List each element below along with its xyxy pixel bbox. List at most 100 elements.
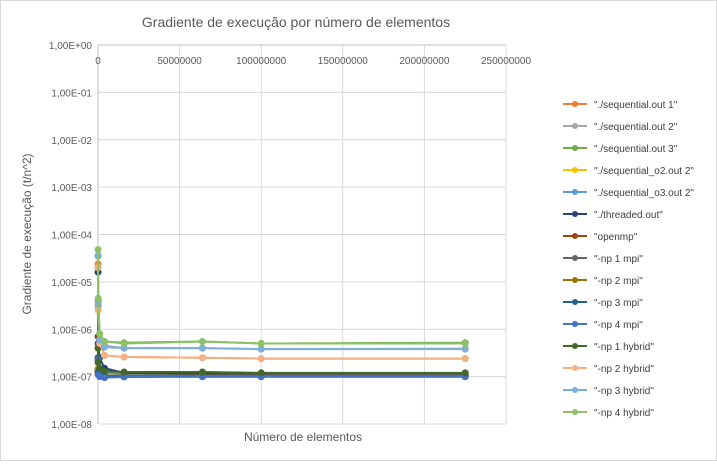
legend-marker xyxy=(572,189,578,195)
legend-item: "./sequential_o3.out 2" xyxy=(563,188,694,199)
legend-label: "-np 1 mpi" xyxy=(594,254,643,265)
legend-marker xyxy=(572,387,578,393)
series-line xyxy=(97,267,466,351)
series-6 xyxy=(94,268,469,379)
data-point xyxy=(96,364,104,372)
y-axis-label: Gradiente de execução (t/n^2) xyxy=(20,153,34,314)
legend-item: "-np 3 mpi" xyxy=(563,298,643,309)
legend-item: "openmp" xyxy=(563,232,638,243)
legend-marker xyxy=(572,255,578,261)
data-point xyxy=(101,351,109,359)
data-point xyxy=(101,367,109,375)
data-point xyxy=(101,374,109,382)
legend-label: "./sequential.out 1" xyxy=(594,100,678,111)
legend-marker xyxy=(572,211,578,217)
series-line xyxy=(97,348,466,374)
x-tick-label: 0 xyxy=(95,56,101,67)
legend-marker xyxy=(572,321,578,327)
data-point xyxy=(94,358,102,366)
legend-item: "-np 1 mpi" xyxy=(563,254,643,265)
series-11 xyxy=(94,355,469,382)
x-axis-label: Número de elementos xyxy=(244,430,362,444)
series-line xyxy=(97,267,466,360)
series-line xyxy=(97,249,466,345)
legend-label: "./sequential.out 2" xyxy=(594,122,678,133)
data-point xyxy=(257,345,265,353)
legend-label: "-np 4 hybrid" xyxy=(594,408,654,419)
tick-labels: 1,00E+00 1,00E-01 1,00E-02 1,00E-03 1,00E-04… xyxy=(49,41,532,431)
legend-label: "-np 1 hybrid" xyxy=(594,342,654,353)
legend-marker xyxy=(572,343,578,349)
data-point xyxy=(198,354,206,362)
legend-item: "-np 2 hybrid" xyxy=(563,364,654,375)
data-point xyxy=(461,369,469,377)
data-point xyxy=(461,355,469,363)
data-point xyxy=(257,369,265,377)
x-tick-label: 200000000 xyxy=(399,56,449,67)
y-tick-label: 1,00E-08 xyxy=(51,420,92,431)
y-tick-label: 1,00E-04 xyxy=(51,231,92,242)
series-line xyxy=(97,256,466,345)
legend-item: "-np 2 mpi" xyxy=(563,276,643,287)
data-point xyxy=(94,246,102,254)
data-point xyxy=(198,368,206,376)
legend-marker xyxy=(572,299,578,305)
legend-label: "-np 3 hybrid" xyxy=(594,386,654,397)
legend-item: "./sequential_o2.out 2" xyxy=(563,166,694,177)
series-layer xyxy=(94,246,469,382)
legend-marker xyxy=(572,145,578,151)
legend-marker xyxy=(572,123,578,129)
y-tick-label: 1,00E+00 xyxy=(49,41,93,52)
legend-label: "./sequential_o3.out 2" xyxy=(594,188,694,199)
legend-item: "-np 4 hybrid" xyxy=(563,408,654,419)
y-tick-label: 1,00E-07 xyxy=(51,373,92,384)
legend-item: "./threaded.out" xyxy=(563,210,663,221)
legend-marker xyxy=(572,233,578,239)
y-tick-label: 1,00E-01 xyxy=(51,88,92,99)
series-12 xyxy=(94,344,469,377)
legend-label: "-np 2 hybrid" xyxy=(594,364,654,375)
data-point xyxy=(96,330,104,338)
series-14 xyxy=(94,252,469,353)
data-point xyxy=(120,353,128,361)
data-point xyxy=(461,340,469,348)
series-line xyxy=(97,255,466,351)
y-tick-label: 1,00E-02 xyxy=(51,136,92,147)
legend-item: "-np 3 hybrid" xyxy=(563,386,654,397)
legend-label: "-np 3 mpi" xyxy=(594,298,643,309)
legend-label: "-np 2 mpi" xyxy=(594,276,643,287)
legend-item: "-np 1 hybrid" xyxy=(563,342,654,353)
grid-layer xyxy=(97,44,507,425)
legend-item: "./sequential.out 1" xyxy=(563,100,678,111)
data-point xyxy=(198,338,206,346)
legend-label: "-np 4 mpi" xyxy=(594,320,643,331)
y-tick-label: 1,00E-05 xyxy=(51,278,92,289)
y-tick-label: 1,00E-03 xyxy=(51,183,92,194)
legend-marker xyxy=(572,277,578,283)
data-point xyxy=(120,340,128,348)
data-point xyxy=(257,355,265,363)
chart-title: Gradiente de execução por número de elem… xyxy=(142,14,450,30)
series-13 xyxy=(94,264,469,363)
legend-marker xyxy=(572,101,578,107)
x-tick-label: 150000000 xyxy=(318,56,368,67)
y-tick-label: 1,00E-06 xyxy=(51,325,92,336)
legend-item: "./sequential.out 2" xyxy=(563,122,678,133)
series-2 xyxy=(94,264,469,353)
legend-label: "openmp" xyxy=(594,232,638,243)
data-point xyxy=(461,345,469,353)
data-point xyxy=(257,340,265,348)
x-tick-label: 100000000 xyxy=(236,56,286,67)
legend: "./sequential.out 1" "./sequential.out 2"… xyxy=(563,100,694,419)
legend-item: "./sequential.out 3" xyxy=(563,144,678,155)
data-point xyxy=(198,344,206,352)
x-tick-label: 50000000 xyxy=(157,56,202,67)
legend-marker xyxy=(572,409,578,415)
legend-marker xyxy=(572,365,578,371)
legend-label: "./threaded.out" xyxy=(594,210,663,221)
legend-marker xyxy=(572,167,578,173)
data-point xyxy=(94,294,102,302)
series-1 xyxy=(94,260,469,363)
